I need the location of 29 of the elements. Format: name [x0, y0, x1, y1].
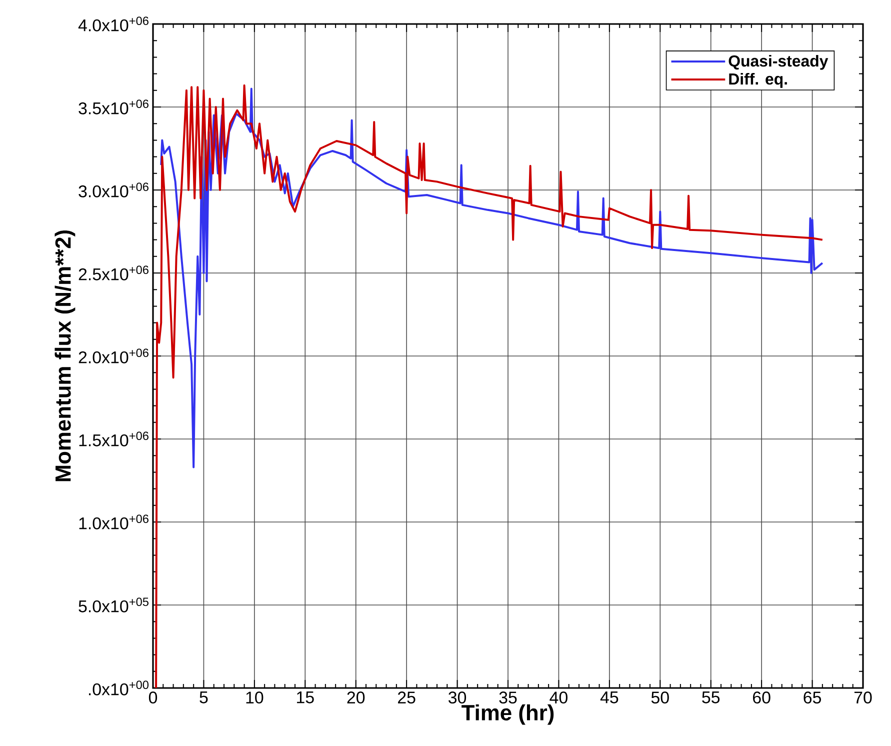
x-tick-label: 15 — [297, 692, 314, 704]
y-axis-title: Momentum flux (N/m**2) — [54, 230, 76, 482]
y-tick-label: .0x10$^{+00}$ — [88, 680, 149, 696]
y-tick-label: 4.0x10$^{+06}$ — [78, 16, 148, 32]
x-tick-label: 45 — [600, 692, 618, 704]
x-tick-label: 30 — [448, 692, 466, 704]
y-tick-label: 1.0x10$^{+06}$ — [79, 514, 148, 530]
x-tick-label: 5 — [200, 692, 208, 704]
x-tick-label: 70 — [854, 692, 872, 704]
y-tick-label: 1.5x10$^{+06}$ — [79, 432, 148, 446]
legend-label: Diff. eq. — [729, 72, 787, 88]
line-series — [160, 88, 824, 468]
legend-label: Quasi-steady — [728, 54, 828, 70]
x-tick-label: 65 — [804, 692, 821, 704]
y-tick-label: 3.5x10$^{+06}$ — [78, 100, 148, 114]
y-tick-label: 5.0x10$^{+05}$ — [78, 598, 148, 612]
x-tick-label: 40 — [550, 692, 568, 704]
y-tick-label: 2.5x10$^{+06}$ — [78, 266, 148, 280]
x-tick-label: 20 — [347, 692, 365, 704]
x-tick-label: 35 — [499, 692, 517, 704]
x-axis-title: Time (hr) — [462, 704, 554, 725]
x-tick-label: 55 — [702, 692, 720, 704]
x-tick-label: 0 — [148, 692, 158, 704]
x-tick-label: 60 — [753, 692, 770, 704]
x-tick-label: 25 — [398, 692, 416, 704]
x-tick-label: 10 — [246, 692, 264, 704]
y-tick-label: 3.0x10$^{+06}$ — [78, 182, 148, 198]
x-tick-label: 50 — [651, 692, 669, 704]
y-tick-label: 2.0x10$^{+06}$ — [78, 348, 148, 364]
